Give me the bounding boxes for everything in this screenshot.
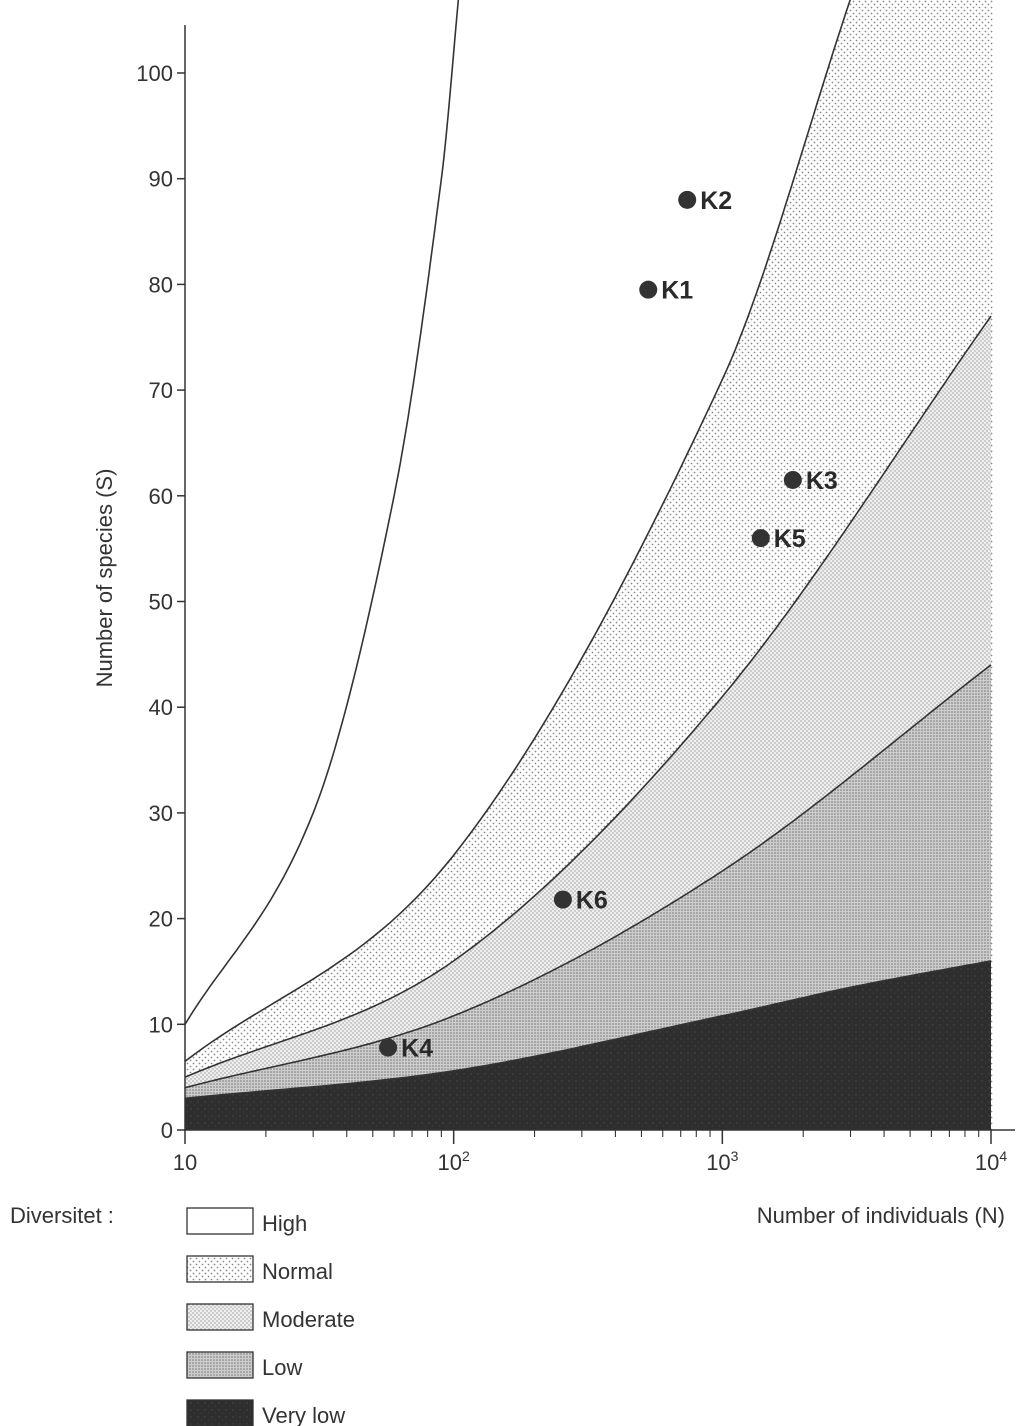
point-k2 <box>678 190 697 209</box>
legend: High Normal Moderate Low Very low <box>186 1207 355 1426</box>
legend-label-low: Low <box>262 1355 302 1380</box>
y-axis-title: Number of species (S) <box>92 469 117 688</box>
y-tick-label: 10 <box>149 1012 173 1037</box>
y-tick-label: 20 <box>149 907 173 932</box>
x-tick-label: 10 <box>173 1150 197 1175</box>
region-high <box>185 0 460 1130</box>
x-axis-minor-ticks <box>265 1130 980 1137</box>
point-label-k1: K1 <box>661 277 693 305</box>
point-label-k4: K4 <box>401 1035 433 1063</box>
y-tick-label: 60 <box>149 484 173 509</box>
legend-label-normal: Normal <box>262 1259 333 1284</box>
point-label-k2: K2 <box>700 187 732 215</box>
legend-swatch-very-low <box>186 1399 254 1426</box>
legend-swatch-low <box>186 1351 254 1379</box>
x-tick-label: 102 <box>438 1148 470 1175</box>
legend-label-high: High <box>262 1211 307 1236</box>
legend-swatch-normal <box>186 1255 254 1283</box>
point-k1 <box>639 280 658 299</box>
y-tick-label: 70 <box>149 378 173 403</box>
point-label-k3: K3 <box>806 467 838 495</box>
boundary-low-moderate <box>185 664 992 1089</box>
y-tick-label: 100 <box>136 61 173 86</box>
legend-swatch-moderate <box>186 1303 254 1331</box>
boundary-very-low-low <box>185 960 992 1100</box>
x-tick-label: 104 <box>975 1148 1007 1175</box>
y-axis-ticks: 0 10 20 30 40 50 60 70 80 90 100 <box>136 61 185 1143</box>
point-k6 <box>553 890 572 909</box>
legend-swatch-high <box>186 1207 254 1235</box>
point-k3 <box>783 470 802 489</box>
x-tick-label: 103 <box>706 1148 738 1175</box>
y-tick-label: 50 <box>149 590 173 615</box>
sample-points: K1 K2 K3 K4 K5 K6 <box>379 187 838 1063</box>
legend-label-moderate: Moderate <box>262 1307 355 1332</box>
boundary-high-upper <box>185 0 460 1025</box>
x-axis-title: Number of individuals (N) <box>757 1203 1005 1228</box>
x-axis-ticks: 10 102 103 104 <box>173 1130 1007 1175</box>
legend-title: Diversitet : <box>10 1203 114 1228</box>
y-tick-label: 80 <box>149 272 173 297</box>
y-tick-label: 40 <box>149 695 173 720</box>
y-tick-label: 90 <box>149 167 173 192</box>
legend-label-very-low: Very low <box>262 1403 345 1426</box>
boundary-moderate-normal <box>185 315 992 1078</box>
boundary-normal-high <box>185 0 852 1062</box>
y-tick-label: 30 <box>149 801 173 826</box>
point-k4 <box>379 1038 398 1057</box>
point-k5 <box>751 529 770 548</box>
y-tick-label: 0 <box>161 1118 173 1143</box>
point-label-k6: K6 <box>576 887 608 915</box>
point-label-k5: K5 <box>774 525 806 553</box>
